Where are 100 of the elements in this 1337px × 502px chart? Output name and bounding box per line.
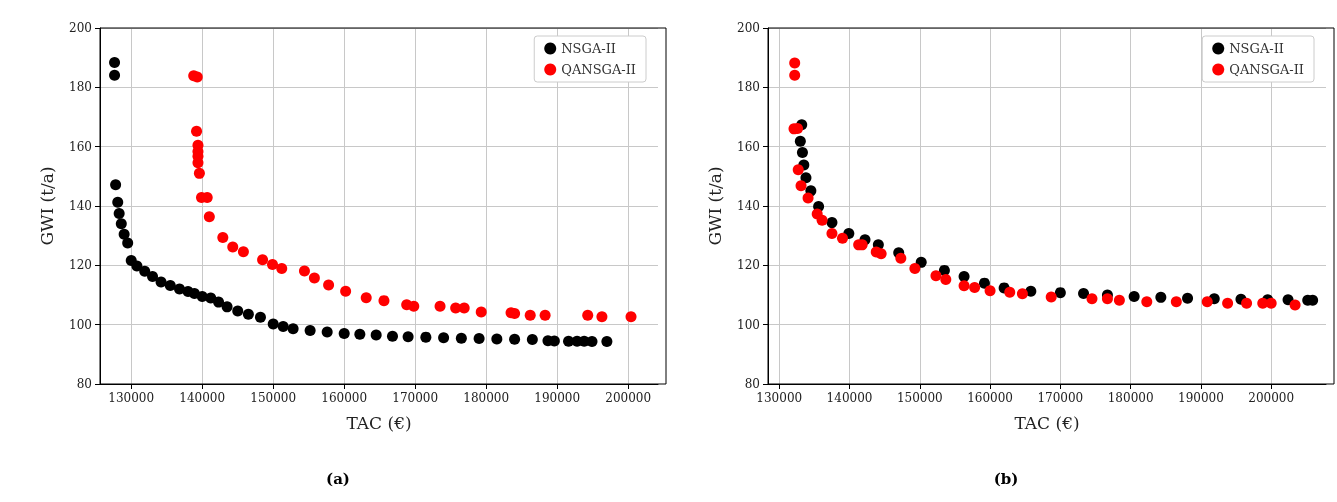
point — [277, 320, 289, 332]
point — [789, 57, 801, 69]
y-tick-label: 100 — [69, 317, 92, 332]
point — [420, 331, 432, 343]
point — [1201, 296, 1213, 308]
x-tick-label: 170000 — [1037, 391, 1084, 405]
point — [1078, 288, 1090, 300]
x-tick-label: 180000 — [463, 391, 510, 405]
point — [491, 333, 503, 345]
point — [257, 254, 269, 266]
point — [402, 331, 414, 343]
point — [1045, 291, 1057, 303]
x-axis-title: TAC (€) — [1014, 412, 1080, 433]
point — [795, 180, 807, 192]
point — [370, 329, 382, 341]
y-axis-title: GWI (t/a) — [704, 166, 725, 246]
point — [895, 252, 907, 264]
x-tick-label: 160000 — [321, 391, 368, 405]
point — [539, 309, 551, 321]
y-tick-label: 180 — [737, 80, 760, 95]
point — [217, 231, 229, 243]
point — [155, 276, 167, 288]
point — [794, 135, 806, 147]
point — [267, 318, 279, 330]
point — [938, 264, 950, 276]
x-tick-label: 130000 — [756, 391, 803, 405]
legend-label: QANSGA-II — [1229, 62, 1304, 77]
point — [321, 326, 333, 338]
y-tick-label: 160 — [69, 139, 92, 154]
y-tick-label: 120 — [69, 258, 92, 273]
point — [969, 282, 981, 294]
point — [930, 270, 942, 282]
point — [338, 328, 350, 340]
point — [1004, 286, 1016, 298]
point — [109, 69, 121, 81]
point — [1086, 293, 1098, 305]
point — [193, 167, 205, 179]
point — [203, 211, 215, 223]
point — [473, 333, 485, 345]
point — [115, 218, 127, 230]
point — [139, 265, 151, 277]
point — [601, 336, 613, 348]
point — [455, 332, 467, 344]
point — [438, 332, 450, 344]
x-tick-label: 150000 — [896, 391, 943, 405]
y-tick-label: 200 — [737, 21, 760, 35]
point — [915, 256, 927, 268]
point — [800, 172, 812, 184]
point — [524, 309, 536, 321]
y-tick-label: 80 — [76, 377, 92, 391]
point — [221, 301, 233, 313]
point — [109, 56, 121, 68]
point — [304, 325, 316, 337]
x-axis-title: TAC (€) — [346, 412, 412, 433]
y-tick-label: 200 — [69, 21, 92, 35]
point — [978, 277, 990, 289]
x-tick-label: 170000 — [392, 391, 439, 405]
x-tick-label: 130000 — [108, 391, 155, 405]
y-tick-label: 120 — [737, 258, 760, 273]
point — [237, 246, 249, 258]
point — [287, 323, 299, 335]
point — [164, 280, 176, 291]
x-tick-label: 200000 — [1248, 391, 1295, 405]
point — [213, 296, 225, 308]
point — [122, 237, 134, 249]
point — [408, 300, 420, 312]
point — [298, 265, 310, 277]
point — [826, 228, 838, 240]
point — [387, 330, 398, 342]
y-tick-label: 140 — [69, 199, 92, 213]
point — [434, 300, 446, 312]
point — [802, 192, 814, 204]
point — [816, 214, 828, 226]
point — [909, 263, 921, 275]
point — [354, 328, 366, 340]
point — [232, 305, 244, 317]
point — [110, 179, 122, 191]
point — [227, 241, 239, 253]
point — [789, 69, 801, 81]
point — [958, 280, 970, 292]
point — [113, 207, 125, 219]
point — [1182, 292, 1194, 304]
point — [796, 147, 808, 159]
point — [308, 272, 320, 284]
point — [276, 263, 288, 275]
point — [340, 285, 352, 297]
point — [1155, 291, 1167, 303]
x-tick-label: 150000 — [250, 391, 297, 405]
point — [323, 279, 335, 291]
y-tick-label: 160 — [737, 139, 760, 154]
point — [1113, 294, 1125, 306]
text: (a) — [326, 469, 350, 488]
point — [1016, 288, 1028, 300]
point — [582, 309, 594, 321]
point — [267, 258, 279, 270]
point — [1128, 290, 1140, 302]
x-tick-label: 190000 — [1178, 391, 1224, 405]
legend-label: NSGA-II — [1229, 41, 1284, 56]
point — [1101, 293, 1113, 305]
y-tick-label: 140 — [737, 199, 760, 213]
